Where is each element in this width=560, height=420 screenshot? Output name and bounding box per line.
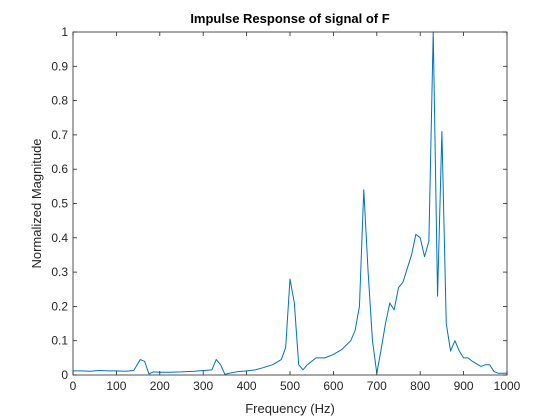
x-tick-label: 200 xyxy=(150,379,170,393)
x-tick-label: 1000 xyxy=(494,379,521,393)
x-ticks: 0 100 200 300 400 500 600 700 800 900 1000 xyxy=(70,32,521,393)
x-tick-label: 400 xyxy=(237,379,257,393)
y-tick-label: 1 xyxy=(61,25,68,39)
y-tick-label: 0.2 xyxy=(51,299,68,313)
y-tick-label: 0.8 xyxy=(51,94,68,108)
y-axis-label: Normalized Magnitude xyxy=(29,138,44,268)
series-line-0 xyxy=(73,31,507,375)
x-tick-label: 600 xyxy=(323,379,343,393)
x-tick-label: 300 xyxy=(193,379,213,393)
x-tick-label: 100 xyxy=(106,379,126,393)
x-tick-label: 700 xyxy=(367,379,387,393)
y-ticks: 0 0.1 0.2 0.3 0.4 0.5 0.6 0.7 0.8 0.9 1 xyxy=(51,25,507,382)
y-tick-label: 0.1 xyxy=(51,334,68,348)
chart-title: Impulse Response of signal of F xyxy=(190,11,389,26)
y-tick-label: 0.7 xyxy=(51,128,68,142)
x-tick-label: 500 xyxy=(280,379,300,393)
y-tick-label: 0.9 xyxy=(51,59,68,73)
x-tick-label: 0 xyxy=(70,379,77,393)
x-tick-label: 900 xyxy=(454,379,474,393)
x-tick-label: 800 xyxy=(410,379,430,393)
y-tick-label: 0.4 xyxy=(51,231,68,245)
x-axis-label: Frequency (Hz) xyxy=(245,401,335,416)
series-layer xyxy=(73,31,507,375)
y-tick-label: 0.5 xyxy=(51,197,68,211)
y-tick-label: 0.6 xyxy=(51,162,68,176)
y-tick-label: 0.3 xyxy=(51,265,68,279)
y-tick-label: 0 xyxy=(61,368,68,382)
plot-area xyxy=(73,32,507,375)
